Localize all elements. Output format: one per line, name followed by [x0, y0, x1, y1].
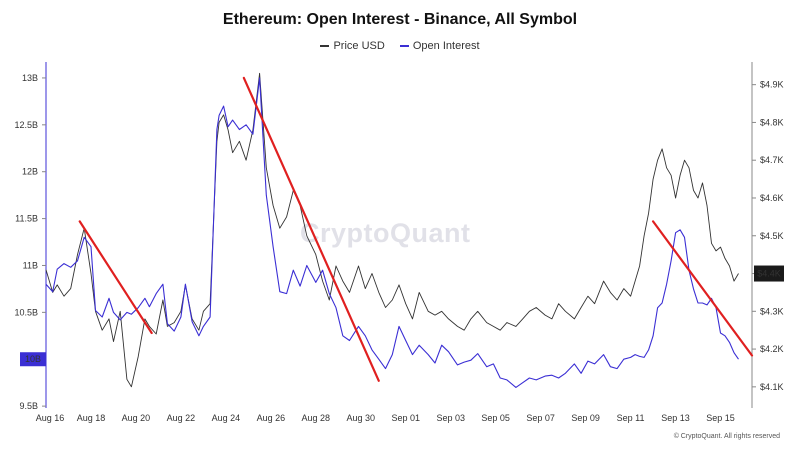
- x-axis-tick-label: Aug 22: [167, 413, 196, 423]
- x-axis-tick-label: Aug 18: [77, 413, 106, 423]
- left-axis-tick-label: 12.5B: [14, 120, 38, 130]
- left-axis-tick-label: 10.5B: [14, 307, 38, 317]
- x-axis-tick-label: Sep 15: [706, 413, 735, 423]
- trend-line-3: [651, 220, 754, 357]
- x-axis-tick-label: Sep 13: [661, 413, 690, 423]
- x-axis-tick-label: Sep 05: [481, 413, 510, 423]
- watermark: CryptoQuant: [300, 218, 471, 248]
- right-current-value-badge: [754, 265, 784, 282]
- legend-swatch-price: [320, 45, 330, 47]
- x-axis-tick-label: Sep 07: [526, 413, 555, 423]
- right-axis-tick-label: $4.9K: [760, 80, 784, 90]
- right-axis-tick-label: $4.7K: [760, 155, 784, 165]
- trend-line-2: [242, 76, 380, 382]
- right-axis-tick-label: $4.3K: [760, 306, 784, 316]
- price-usd-line: [45, 72, 739, 388]
- legend-item-price[interactable]: Price USD: [320, 40, 385, 52]
- left-current-value-badge: [20, 352, 46, 367]
- legend-label-price: Price USD: [333, 40, 385, 52]
- x-axis-tick-label: Sep 03: [436, 413, 465, 423]
- legend-item-open-interest[interactable]: Open Interest: [399, 40, 480, 52]
- x-axis-tick-label: Aug 24: [212, 413, 241, 423]
- left-axis-tick-label: 13B: [22, 73, 38, 83]
- legend: Price USD Open Interest: [0, 38, 800, 52]
- right-axis-tick-label: $4.1K: [760, 382, 784, 392]
- open-interest-line: [45, 77, 739, 388]
- right-axis-tick-label: $4.8K: [760, 117, 784, 127]
- trend-line-1: [78, 220, 153, 335]
- left-axis-tick-label: 9.5B: [19, 401, 38, 411]
- right-axis-tick-label: $4.2K: [760, 344, 784, 354]
- legend-swatch-open-interest: [399, 45, 409, 47]
- chart-title: Ethereum: Open Interest - Binance, All S…: [222, 11, 578, 28]
- x-axis-tick-label: Aug 16: [36, 413, 65, 423]
- x-axis-tick-label: Sep 09: [571, 413, 600, 423]
- x-axis-tick-label: Sep 11: [617, 413, 645, 423]
- x-axis-tick-label: Aug 26: [257, 413, 286, 423]
- x-axis-tick-label: Sep 01: [391, 413, 420, 423]
- left-axis-tick-label: 11B: [23, 260, 38, 270]
- left-axis-tick-label: 11.5B: [15, 214, 38, 224]
- copyright-text: © CryptoQuant. All rights reserved: [673, 433, 780, 440]
- x-axis-tick-label: Aug 30: [347, 413, 376, 423]
- right-current-value-label: $4.4K: [757, 269, 781, 279]
- x-axis-tick-label: Aug 20: [122, 413, 151, 423]
- x-axis-tick-label: Aug 28: [302, 413, 331, 423]
- left-current-value-label: 10B: [25, 354, 41, 364]
- right-axis-tick-label: $4.6K: [760, 193, 784, 203]
- legend-label-open-interest: Open Interest: [412, 40, 480, 52]
- left-axis-tick-label: 12B: [22, 167, 38, 177]
- right-axis-tick-label: $4.5K: [760, 231, 784, 241]
